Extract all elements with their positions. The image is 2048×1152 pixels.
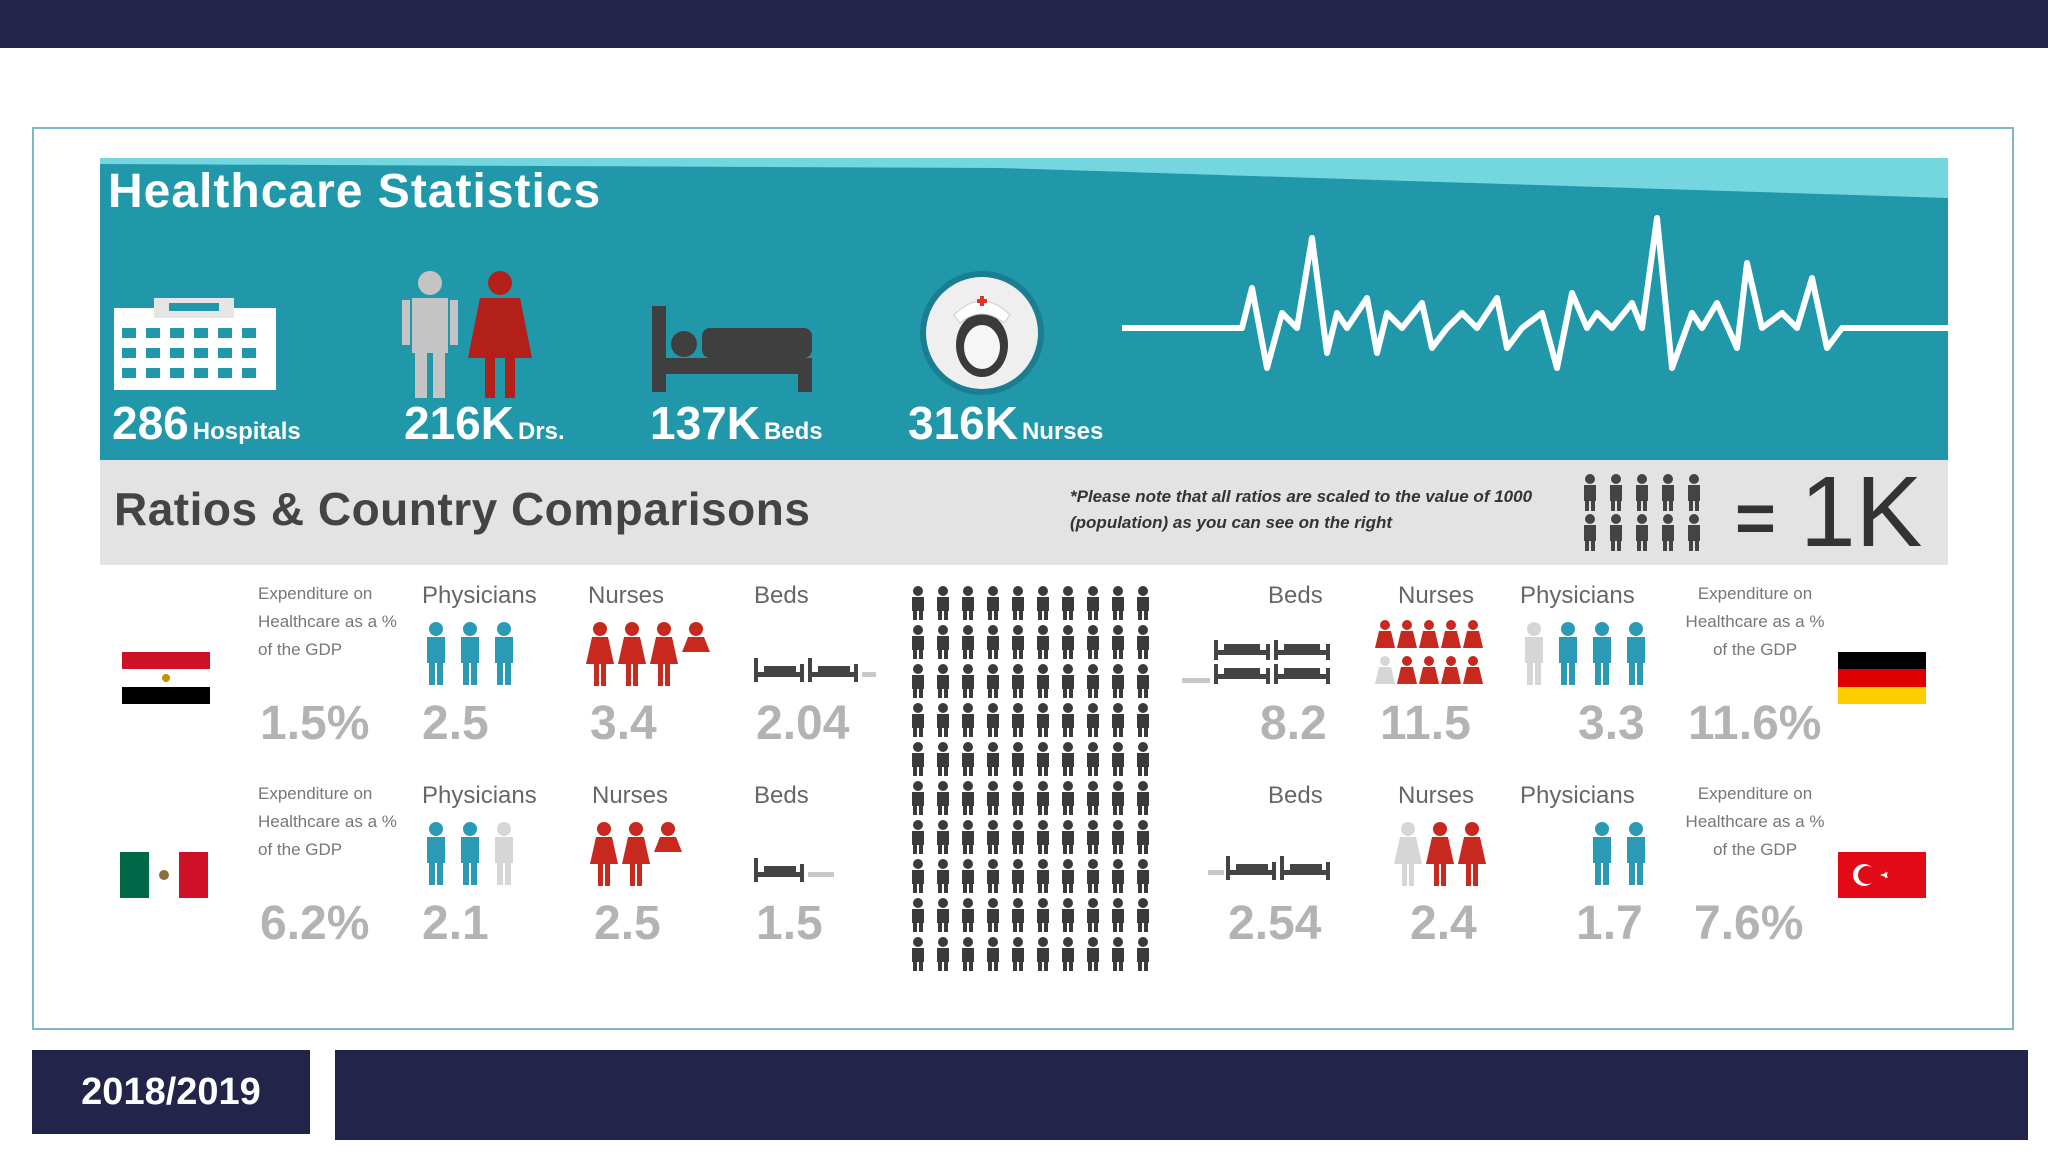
mexico-beds-icon: [754, 858, 834, 882]
mexico-beds-value: 1.5: [756, 897, 823, 950]
egypt-nurses-icon: [586, 622, 710, 686]
germany-expenditure-label: Expenditure on Healthcare as a % of the …: [1685, 584, 1825, 659]
stat-nurses-value: 316K: [908, 397, 1018, 449]
turkey-beds-label: Beds: [1268, 782, 1323, 809]
stat-doctors-label: Drs.: [517, 418, 565, 445]
turkey-physicians-value: 1.7: [1576, 897, 1643, 950]
mexico-nurses-icon: [590, 822, 682, 886]
germany-beds-label: Beds: [1268, 582, 1323, 609]
turkey-physicians-icon: [1593, 822, 1645, 885]
turkey-nurses-label: Nurses: [1398, 782, 1475, 809]
egypt-nurses-value: 3.4: [590, 697, 657, 750]
bed-icon: [652, 306, 812, 392]
mexico-flag: [120, 852, 208, 898]
mexico-nurses-label: Nurses: [592, 782, 669, 809]
germany-beds-value: 8.2: [1260, 697, 1327, 750]
nurse-icon: [920, 271, 1044, 395]
germany-expenditure-value: 11.6%: [1688, 697, 1822, 750]
top-bar: [0, 0, 2048, 48]
egypt-physicians-value: 2.5: [422, 697, 489, 750]
scale-equals: =: [1735, 479, 1776, 557]
population-grid-icon: [912, 586, 1149, 971]
mexico-expenditure-value: 6.2%: [260, 897, 370, 950]
banner-title: Healthcare Statistics: [108, 165, 602, 218]
stat-beds-label: Beds: [763, 418, 823, 445]
turkey-beds-icon: [1208, 856, 1330, 880]
stat-nurses: 316K Nurses: [908, 396, 1103, 450]
germany-nurses-value: 11.5: [1380, 697, 1471, 750]
stat-hospitals: 286 Hospitals: [112, 396, 301, 450]
stats-banner: Healthcare Statistics 286 Hospitals 216K D…: [100, 158, 1948, 460]
germany-nurses-label: Nurses: [1398, 582, 1475, 609]
turkey-expenditure-label: Expenditure on Healthcare as a % of the …: [1685, 784, 1825, 859]
people-scale-icon: [1584, 474, 1700, 551]
turkey-beds-value: 2.54: [1228, 897, 1322, 950]
egypt-beds-value: 2.04: [756, 697, 850, 750]
mexico-physicians-icon: [427, 822, 513, 885]
banner-light-stripe: [100, 158, 1948, 198]
germany-nurses-icon: [1375, 620, 1483, 684]
mexico-beds-label: Beds: [754, 782, 809, 809]
stat-nurses-label: Nurses: [1021, 418, 1104, 445]
turkey-nurses-icon: [1394, 822, 1486, 886]
turkey-nurses-value: 2.4: [1410, 897, 1477, 950]
egypt-physicians-icon: [427, 622, 513, 685]
germany-flag: [1838, 652, 1926, 704]
egypt-expenditure-label: Expenditure on Healthcare as a % of the …: [258, 584, 397, 659]
stat-doctors-value: 216K: [404, 397, 514, 449]
mexico-physicians-label: Physicians: [422, 782, 537, 809]
egypt-flag: [122, 652, 210, 704]
mexico-expenditure-label: Expenditure on Healthcare as a % of the …: [258, 784, 397, 859]
egypt-beds-label: Beds: [754, 582, 809, 609]
footer-year: 2018/2019: [32, 1050, 310, 1134]
turkey-physicians-label: Physicians: [1520, 782, 1635, 809]
doctors-icon: [402, 271, 532, 398]
ratios-header: Ratios & Country Comparisons *Please not…: [100, 460, 1948, 565]
stat-beds-value: 137K: [650, 397, 760, 449]
egypt-expenditure-value: 1.5%: [260, 697, 370, 750]
scale-note: *Please note that all ratios are scaled …: [1070, 487, 1533, 532]
stat-hospitals-label: Hospitals: [192, 418, 301, 445]
germany-physicians-value: 3.3: [1578, 697, 1645, 750]
ratios-title: Ratios & Country Comparisons: [114, 483, 811, 535]
mexico-physicians-value: 2.1: [422, 897, 489, 950]
egypt-nurses-label: Nurses: [588, 582, 665, 609]
footer-bar: [335, 1050, 2028, 1140]
hospital-icon: [114, 298, 276, 390]
turkey-expenditure-value: 7.6%: [1694, 897, 1804, 950]
germany-beds-icon: [1182, 640, 1330, 684]
mexico-nurses-value: 2.5: [594, 897, 661, 950]
heartbeat-line: [1122, 215, 1948, 371]
stat-doctors: 216K Drs.: [404, 396, 565, 450]
stat-beds: 137K Beds: [650, 396, 823, 450]
stat-hospitals-value: 286: [112, 397, 189, 449]
germany-physicians-label: Physicians: [1520, 582, 1635, 609]
germany-physicians-icon: [1525, 622, 1645, 685]
egypt-beds-icon: [754, 658, 876, 682]
turkey-flag: [1838, 852, 1926, 898]
scale-value: 1K: [1800, 456, 1923, 568]
egypt-physicians-label: Physicians: [422, 582, 537, 609]
